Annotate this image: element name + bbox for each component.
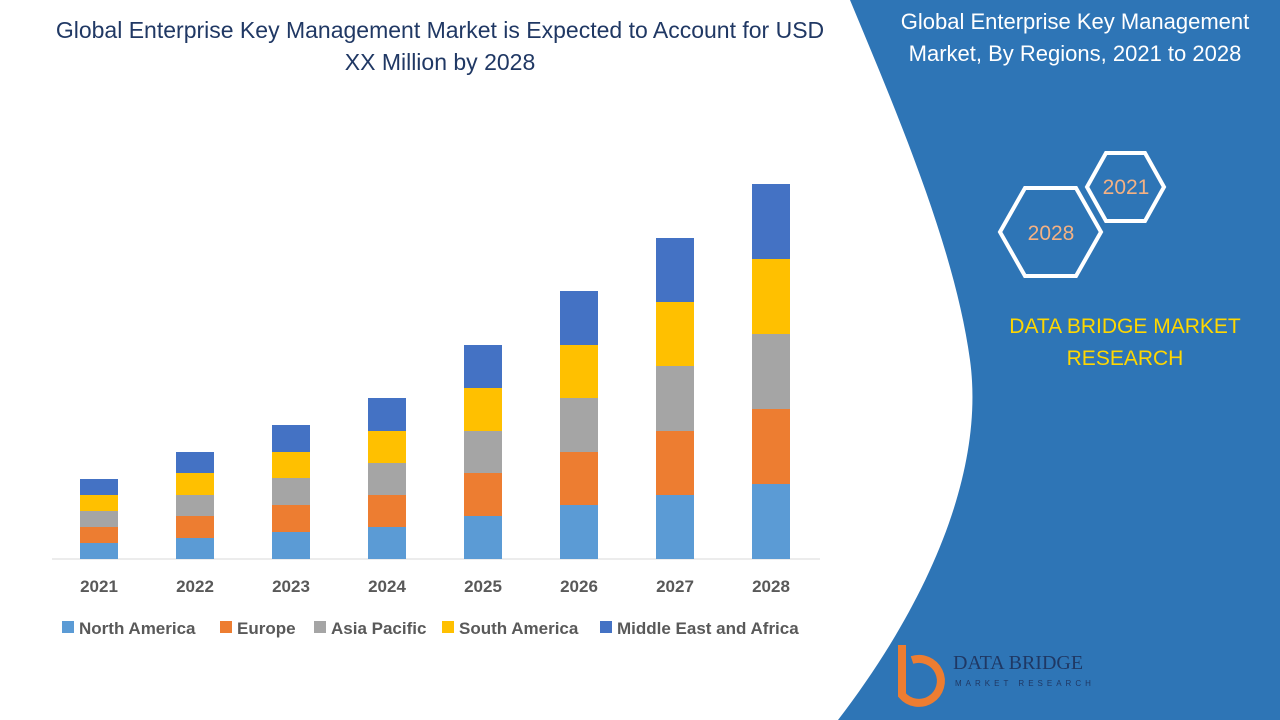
bar-segment [80,511,118,527]
bar-segment [752,484,790,559]
bar-segment [80,495,118,511]
bar-segment [80,479,118,495]
bar-segment [80,543,118,559]
bar-segment [368,398,406,431]
bar-segment [560,505,598,559]
legend-label: Middle East and Africa [617,619,799,638]
hexagon-label: 2028 [1028,222,1075,245]
x-tick-label: 2024 [368,577,406,596]
bar-segment [656,431,694,495]
brand: DATA BRIDGE MARKET RESEARCH [1009,315,1241,370]
bar-segment [272,505,310,532]
bar-segment [464,431,502,473]
hexagon-label: 2021 [1103,176,1150,199]
logo-name: DATA BRIDGE [953,652,1083,674]
legend-swatch [442,621,454,633]
bar-segment [464,388,502,431]
x-tick-label: 2022 [176,577,214,596]
panel-title: Global Enterprise Key Management Market,… [900,9,1250,66]
bar-segment [656,366,694,431]
bar-segment [656,238,694,302]
legend-label: North America [79,619,196,638]
bar-segment [560,452,598,505]
chart-title: Global Enterprise Key Management Market … [55,17,825,75]
side-panel [838,0,1280,720]
bar-segment [80,527,118,543]
legend-swatch [314,621,326,633]
bar-segment [464,473,502,516]
bar-segment [560,291,598,345]
x-tick-label: 2026 [560,577,598,596]
bar-segment [656,302,694,366]
x-tick-label: 2025 [464,577,502,596]
bar-segment [272,478,310,505]
bar-segment [272,425,310,452]
bar-segment [464,516,502,559]
logo-tagline: MARKET RESEARCH [955,679,1095,688]
bar-segment [752,409,790,484]
bar-segment [752,334,790,409]
bar-segment [752,184,790,259]
bar-segment [464,345,502,388]
x-tick-label: 2021 [80,577,118,596]
bar-segment [656,495,694,559]
x-tick-label: 2028 [752,577,790,596]
bar-segment [176,473,214,495]
bar-segment [368,431,406,463]
bar-segment [272,532,310,559]
bar-segment [368,527,406,559]
legend-label: Europe [237,619,296,638]
bar-segment [368,463,406,495]
bar-segment [176,538,214,559]
bar-segment [560,345,598,398]
bar-segment [176,516,214,538]
bar-segment [272,452,310,478]
x-tick-label: 2027 [656,577,694,596]
legend-swatch [600,621,612,633]
legend-swatch [220,621,232,633]
legend-label: Asia Pacific [331,619,426,638]
bar-segment [752,259,790,334]
bar-segment [176,452,214,473]
legend-swatch [62,621,74,633]
hexagon [1084,151,1167,223]
bar-segment [560,398,598,452]
bar-segment [368,495,406,527]
bar-segment [176,495,214,516]
hexagon [997,186,1104,278]
logo-mark [898,645,945,707]
x-tick-label: 2023 [272,577,310,596]
legend-label: South America [459,619,579,638]
